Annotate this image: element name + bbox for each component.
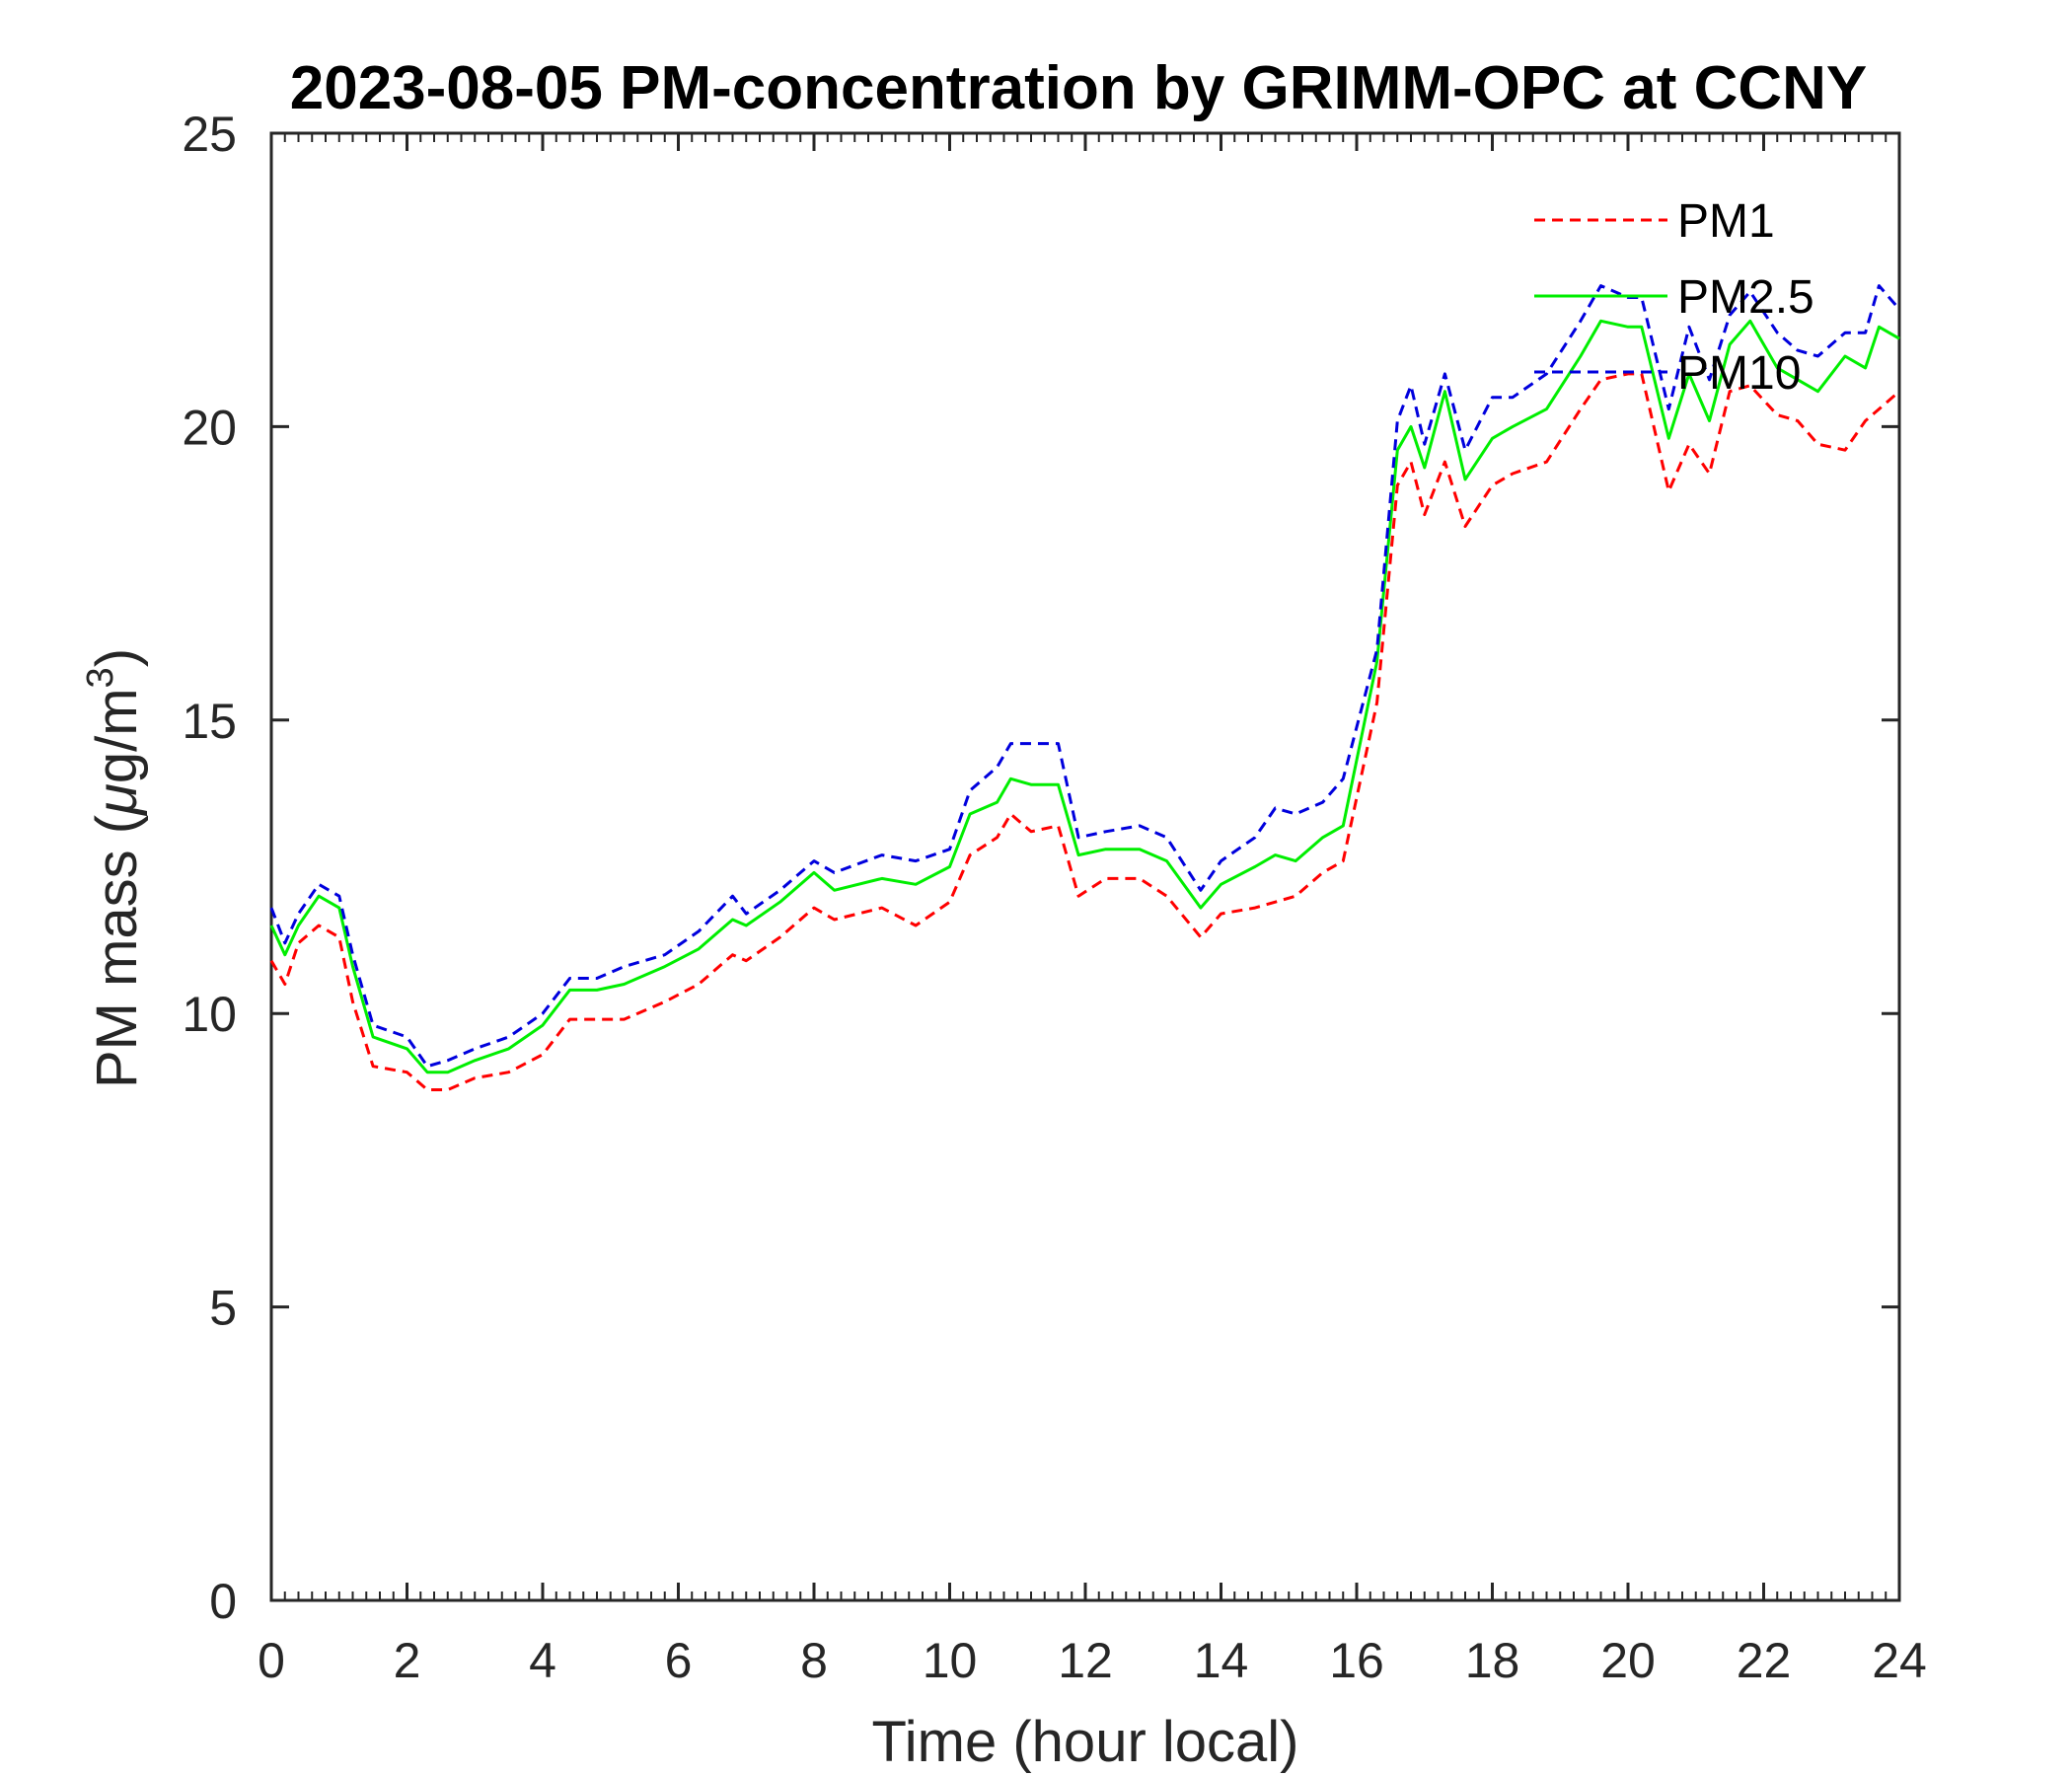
legend: PM1 PM2.5 PM10	[1534, 195, 1814, 400]
y-axis-label: PM mass (μg/m3)	[80, 648, 149, 1088]
y-tick-label: 10	[182, 987, 237, 1042]
series-line-pm1	[269, 372, 1900, 1091]
x-tick-label: 22	[1737, 1633, 1792, 1688]
x-axis-label: Time (hour local)	[872, 1710, 1299, 1774]
x-tick-label: 24	[1872, 1633, 1927, 1688]
y-tick-label: 0	[209, 1574, 237, 1629]
x-tick-label: 16	[1329, 1633, 1384, 1688]
x-tick-label: 4	[529, 1633, 556, 1688]
y-tick-label: 15	[182, 694, 237, 749]
legend-label: PM1	[1677, 195, 1775, 248]
plot-area	[269, 131, 1901, 1602]
x-tick-label: 18	[1465, 1633, 1520, 1688]
x-tick-label: 14	[1194, 1633, 1249, 1688]
x-tick-label: 8	[800, 1633, 828, 1688]
x-tick-label: 2	[394, 1633, 421, 1688]
chart-title: 2023-08-05 PM-concentration by GRIMM-OPC…	[290, 54, 1868, 122]
x-tick-label: 20	[1600, 1633, 1656, 1688]
y-tick-label: 25	[182, 107, 237, 162]
series-layer	[269, 284, 1901, 1091]
y-tick-label: 20	[182, 400, 237, 455]
x-tick-label: 10	[923, 1633, 978, 1688]
series-line-pm10	[269, 284, 1901, 1069]
series-line-pm2-5	[269, 319, 1900, 1074]
y-tick-label: 5	[209, 1281, 237, 1336]
legend-label: PM2.5	[1677, 271, 1814, 324]
x-tick-label: 12	[1058, 1633, 1113, 1688]
legend-label: PM10	[1677, 347, 1801, 400]
x-tick-label: 6	[665, 1633, 693, 1688]
x-tick-label: 0	[258, 1633, 285, 1688]
